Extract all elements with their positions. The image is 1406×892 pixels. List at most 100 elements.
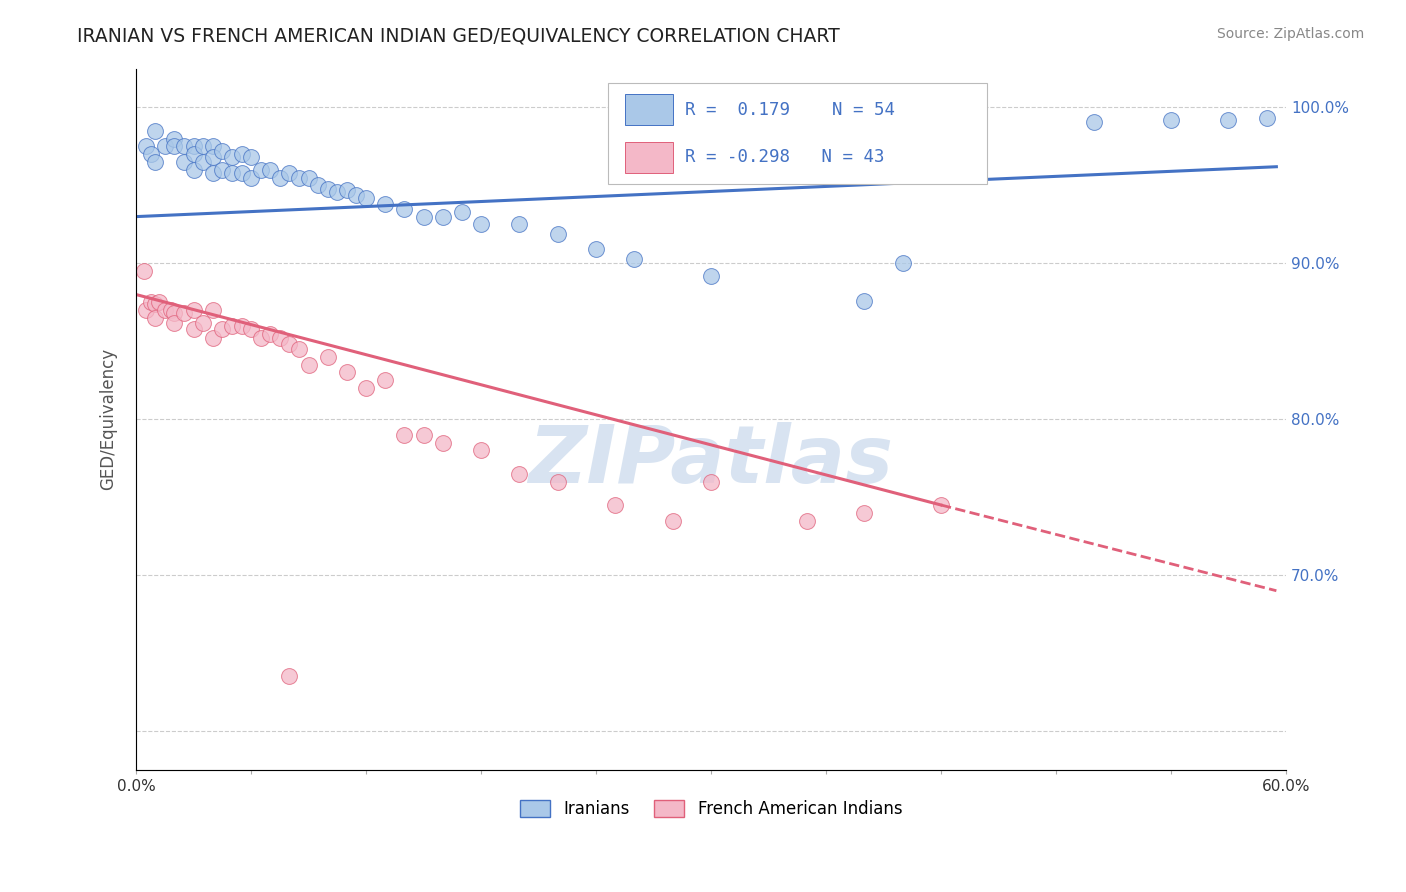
Point bbox=[278, 669, 301, 683]
Point bbox=[336, 183, 359, 197]
Point bbox=[135, 139, 157, 153]
Point bbox=[193, 139, 215, 153]
Point bbox=[132, 264, 155, 278]
Point bbox=[336, 366, 359, 380]
Point bbox=[853, 506, 876, 520]
Legend: Iranians, French American Indians: Iranians, French American Indians bbox=[513, 793, 910, 825]
Point bbox=[374, 373, 396, 387]
Point bbox=[316, 181, 339, 195]
Point bbox=[135, 303, 157, 318]
Point bbox=[143, 297, 166, 311]
Text: ZIPatlas: ZIPatlas bbox=[529, 422, 894, 500]
Point bbox=[297, 170, 319, 185]
Point bbox=[451, 205, 474, 219]
Point bbox=[249, 331, 271, 345]
Point bbox=[470, 443, 492, 458]
Point bbox=[623, 252, 645, 266]
Point bbox=[249, 162, 271, 177]
Point bbox=[432, 210, 454, 224]
Point bbox=[240, 322, 263, 336]
Point bbox=[183, 162, 205, 177]
Point bbox=[183, 147, 205, 161]
Point bbox=[173, 306, 195, 320]
Point bbox=[316, 350, 339, 364]
Point bbox=[508, 467, 530, 481]
Point bbox=[1218, 112, 1240, 127]
Point bbox=[159, 303, 181, 318]
Point bbox=[183, 322, 205, 336]
Point bbox=[585, 243, 607, 257]
Point bbox=[700, 268, 723, 283]
Point bbox=[231, 318, 253, 333]
Point bbox=[201, 139, 224, 153]
Point bbox=[929, 498, 952, 512]
Point bbox=[231, 147, 253, 161]
Point bbox=[163, 139, 186, 153]
Point bbox=[374, 197, 396, 211]
Point bbox=[394, 202, 416, 216]
Point bbox=[259, 326, 281, 341]
Point bbox=[201, 331, 224, 345]
Point bbox=[796, 514, 818, 528]
Point bbox=[470, 218, 492, 232]
Point bbox=[508, 218, 530, 232]
Point bbox=[605, 498, 627, 512]
Point bbox=[163, 306, 186, 320]
Point bbox=[211, 322, 233, 336]
FancyBboxPatch shape bbox=[607, 83, 987, 185]
Point bbox=[700, 475, 723, 489]
FancyBboxPatch shape bbox=[624, 142, 673, 172]
Point bbox=[547, 227, 569, 241]
Point bbox=[173, 155, 195, 169]
Point bbox=[163, 316, 186, 330]
Point bbox=[307, 178, 329, 193]
Point bbox=[891, 256, 914, 270]
Text: R = -0.298   N = 43: R = -0.298 N = 43 bbox=[685, 148, 884, 166]
Point bbox=[432, 435, 454, 450]
Point bbox=[259, 162, 281, 177]
Point bbox=[278, 166, 301, 180]
Point bbox=[240, 150, 263, 164]
Point bbox=[547, 475, 569, 489]
Point bbox=[853, 293, 876, 308]
Point bbox=[221, 166, 243, 180]
Point bbox=[288, 170, 311, 185]
Point bbox=[297, 358, 319, 372]
Point bbox=[354, 381, 377, 395]
FancyBboxPatch shape bbox=[624, 95, 673, 125]
Point bbox=[143, 155, 166, 169]
Point bbox=[1256, 112, 1278, 126]
Point bbox=[269, 170, 291, 185]
Point bbox=[141, 295, 163, 310]
Text: R =  0.179    N = 54: R = 0.179 N = 54 bbox=[685, 101, 894, 119]
Point bbox=[201, 166, 224, 180]
Point bbox=[240, 170, 263, 185]
Point bbox=[326, 185, 349, 199]
Point bbox=[354, 191, 377, 205]
Point bbox=[661, 514, 683, 528]
Point bbox=[221, 318, 243, 333]
Point bbox=[173, 139, 195, 153]
Text: IRANIAN VS FRENCH AMERICAN INDIAN GED/EQUIVALENCY CORRELATION CHART: IRANIAN VS FRENCH AMERICAN INDIAN GED/EQ… bbox=[77, 27, 839, 45]
Point bbox=[148, 295, 170, 310]
Text: Source: ZipAtlas.com: Source: ZipAtlas.com bbox=[1216, 27, 1364, 41]
Y-axis label: GED/Equivalency: GED/Equivalency bbox=[100, 348, 117, 491]
Point bbox=[412, 210, 434, 224]
Point bbox=[231, 166, 253, 180]
Point bbox=[193, 316, 215, 330]
Point bbox=[201, 150, 224, 164]
Point bbox=[221, 150, 243, 164]
Point bbox=[141, 147, 163, 161]
Point bbox=[269, 331, 291, 345]
Point bbox=[183, 303, 205, 318]
Point bbox=[412, 427, 434, 442]
Point bbox=[201, 303, 224, 318]
Point bbox=[346, 187, 368, 202]
Point bbox=[394, 427, 416, 442]
Point bbox=[211, 144, 233, 158]
Point bbox=[1083, 114, 1105, 128]
Point bbox=[288, 342, 311, 356]
Point bbox=[211, 162, 233, 177]
Point bbox=[183, 139, 205, 153]
Point bbox=[153, 139, 176, 153]
